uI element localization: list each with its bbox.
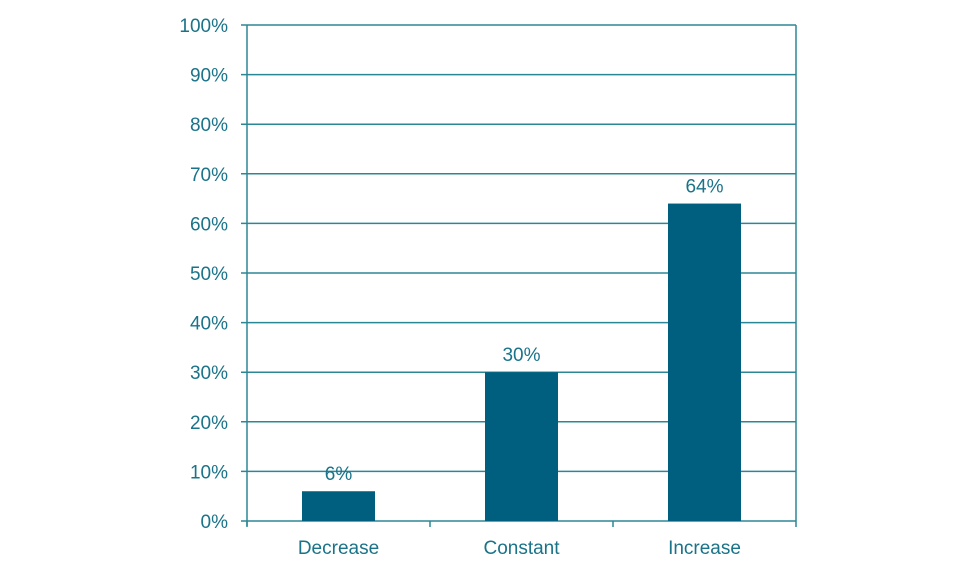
bar-constant: [485, 372, 558, 521]
y-tick-label: 10%: [190, 462, 228, 483]
y-tick-label: 40%: [190, 314, 228, 335]
y-tick-label: 90%: [190, 66, 228, 87]
data-label: 30%: [502, 345, 540, 366]
data-label: 64%: [685, 177, 723, 198]
data-label: 6%: [325, 464, 353, 485]
x-tick-label: Decrease: [298, 538, 379, 559]
bar-increase: [668, 203, 741, 521]
y-tick-label: 50%: [190, 264, 228, 285]
y-tick-label: 80%: [190, 115, 228, 136]
bar-decrease: [302, 491, 375, 521]
x-tick-label: Increase: [668, 538, 741, 559]
y-tick-label: 60%: [190, 214, 228, 235]
y-tick-label: 0%: [201, 512, 229, 533]
y-tick-label: 100%: [179, 16, 228, 37]
y-tick-label: 70%: [190, 165, 228, 186]
y-tick-label: 30%: [190, 363, 228, 384]
x-tick-label: Constant: [483, 538, 560, 559]
y-tick-label: 20%: [190, 413, 228, 434]
